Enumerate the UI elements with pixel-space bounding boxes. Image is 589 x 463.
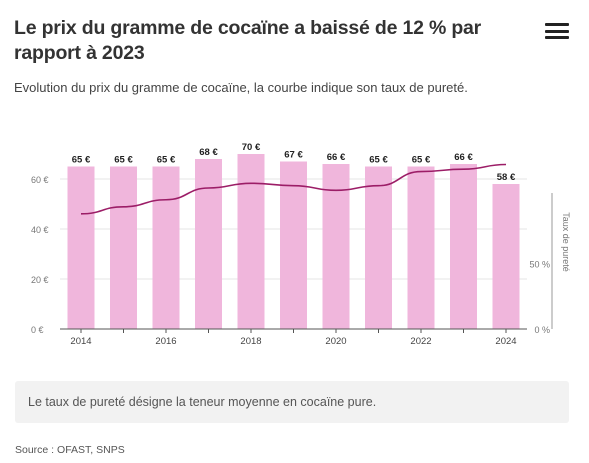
price-bar — [450, 164, 477, 329]
price-bar — [110, 166, 137, 329]
menu-bar — [545, 23, 569, 26]
price-bar — [280, 161, 307, 329]
price-labels: 65 € 65 € 65 € 68 € 70 € 67 € 66 € 65 € 65 € 66 €… — [72, 142, 516, 183]
footnote-box: Le taux de pureté désigne la teneur moye… — [15, 381, 569, 423]
x-tick-label: 2024 — [495, 336, 516, 347]
menu-bar — [545, 36, 569, 39]
price-label: 65 € — [369, 155, 388, 166]
menu-bar — [545, 29, 569, 33]
y-left-tick-label: 40 € — [31, 225, 49, 235]
price-label: 65 € — [157, 155, 176, 166]
price-bar — [237, 154, 265, 329]
price-bar — [407, 166, 435, 329]
y-left-tick-label: 60 € — [31, 175, 49, 185]
x-tick-label: 2014 — [70, 336, 91, 347]
price-label: 65 € — [114, 155, 133, 166]
price-bar — [67, 166, 95, 329]
price-label: 65 € — [72, 155, 91, 166]
y-right-tick-label: 0 % — [534, 325, 550, 335]
price-label: 66 € — [327, 152, 346, 163]
price-label: 66 € — [454, 152, 473, 163]
axes: 0 € 20 € 40 € 60 € 2014 2016 2018 2020 2022 2024 0… — [31, 175, 571, 347]
price-purity-chart: 65 € 65 € 65 € 68 € 70 € 67 € 66 € 65 € 65 € 66 €… — [31, 142, 571, 347]
y-left-tick-label: 20 € — [31, 275, 49, 285]
x-tick-label: 2016 — [155, 336, 176, 347]
price-label: 58 € — [497, 172, 516, 183]
x-tick-label: 2020 — [325, 336, 346, 347]
hamburger-menu-icon[interactable] — [545, 23, 569, 43]
price-label: 70 € — [242, 142, 261, 153]
x-tick-label: 2018 — [240, 336, 261, 347]
y-right-axis-label: Taux de pureté — [561, 212, 571, 272]
price-bars — [67, 154, 520, 329]
price-label: 68 € — [199, 147, 218, 158]
purity-line — [80, 163, 507, 215]
page-title: Le prix du gramme de cocaïne a baissé de… — [14, 17, 482, 64]
price-bar — [195, 159, 222, 329]
source-text: Source : OFAST, SNPS — [15, 444, 125, 456]
price-bar — [492, 184, 520, 329]
price-bar — [152, 166, 180, 329]
price-bar — [322, 164, 350, 329]
y-right-tick-label: 50 % — [529, 259, 550, 269]
x-tick-label: 2022 — [410, 336, 431, 347]
price-label: 67 € — [284, 150, 303, 161]
chart-subtitle: Evolution du prix du gramme de cocaïne, … — [14, 80, 468, 95]
price-label: 65 € — [412, 155, 431, 166]
price-bar — [365, 166, 392, 329]
y-left-tick-label: 0 € — [31, 325, 44, 335]
